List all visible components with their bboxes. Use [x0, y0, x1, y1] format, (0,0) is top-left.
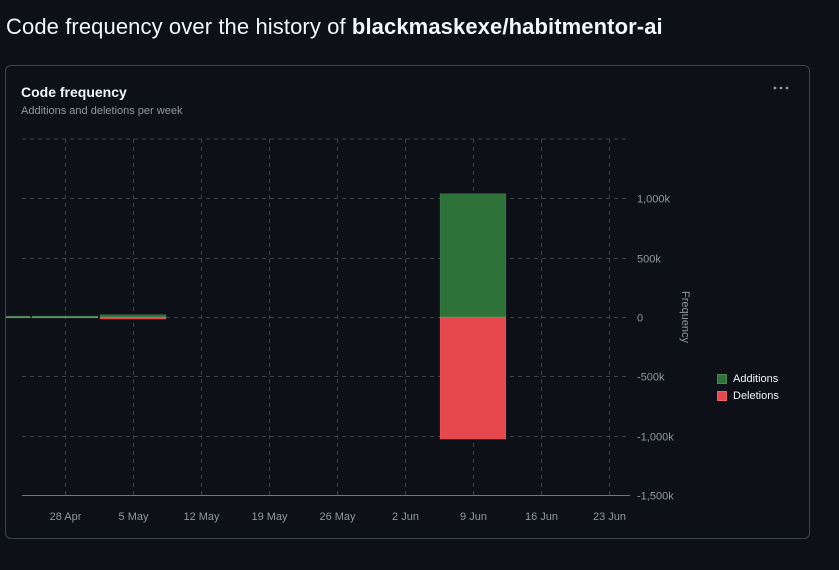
legend-label-additions: Additions — [733, 372, 779, 385]
y-tick-label: -1,500k — [637, 491, 674, 503]
more-options-button[interactable] — [770, 80, 792, 96]
x-tick-label: 9 Jun — [460, 511, 487, 523]
bar-deletions — [99, 316, 167, 320]
code-frequency-card: Code frequency Additions and deletions p… — [5, 65, 810, 539]
x-tick-label: 12 May — [183, 511, 220, 523]
page-title: Code frequency over the history of black… — [6, 14, 663, 40]
card-title: Code frequency — [21, 84, 127, 100]
y-tick-label: -500k — [637, 372, 665, 384]
x-tick-label: 19 May — [251, 511, 288, 523]
y-tick-label: 500k — [637, 254, 661, 266]
x-tick-label: 26 May — [319, 511, 356, 523]
y-tick-label: 0 — [637, 313, 643, 325]
x-tick-label: 2 Jun — [392, 511, 419, 523]
y-tick-label: -1,000k — [637, 432, 674, 444]
additions-swatch — [717, 373, 727, 384]
code-frequency-chart: 1,000k 500k 0 -500k -1,000k -1,500k 28 Apr 5 Ma… — [6, 138, 691, 523]
chart-legend: Additions Deletions — [717, 370, 779, 404]
x-tick-label: 5 May — [119, 511, 149, 523]
legend-item-deletions[interactable]: Deletions — [717, 387, 779, 404]
bar-deletions — [6, 316, 31, 319]
bar-deletions — [31, 316, 99, 319]
page-title-prefix: Code frequency over the history of — [6, 14, 346, 39]
legend-item-additions[interactable]: Additions — [717, 370, 779, 387]
bar-additions — [439, 193, 507, 318]
card-subtitle: Additions and deletions per week — [21, 105, 183, 117]
bar-additions — [6, 315, 31, 318]
bar-additions — [99, 314, 167, 318]
deletions-swatch — [717, 390, 727, 401]
y-axis-title: Frequency — [679, 291, 691, 343]
legend-label-deletions: Deletions — [733, 389, 779, 402]
repo-name: blackmaskexe/habitmentor-ai — [351, 14, 663, 39]
bar-deletions — [439, 316, 507, 440]
x-tick-label: 23 Jun — [593, 511, 626, 523]
x-tick-label: 16 Jun — [525, 511, 558, 523]
y-tick-label: 1,000k — [637, 194, 671, 206]
kebab-horizontal-icon — [773, 86, 789, 90]
x-tick-label: 28 Apr — [50, 511, 82, 523]
